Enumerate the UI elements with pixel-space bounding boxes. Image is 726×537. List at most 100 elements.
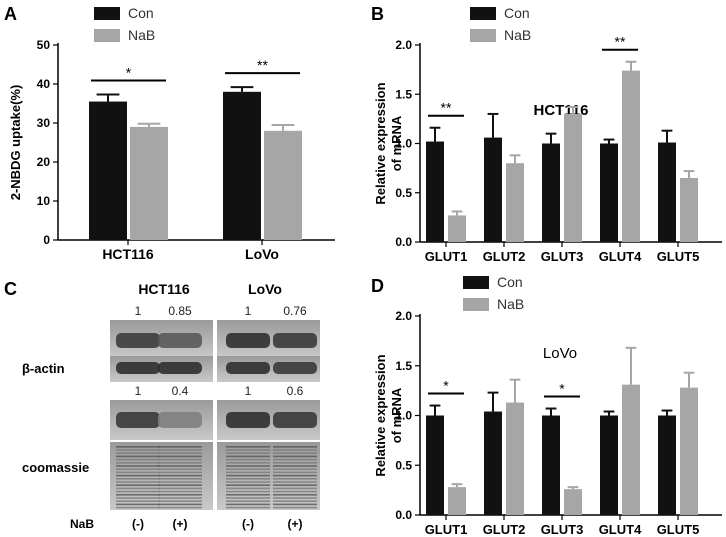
coomassie-band (116, 478, 160, 480)
lane-label: (-) (132, 517, 144, 531)
lane-label: (+) (288, 517, 303, 531)
y-axis-label-line: Relative expression (373, 82, 388, 204)
y-axis-label-line: of mRNA (389, 115, 404, 171)
x-tick-label: GLUT4 (599, 522, 642, 537)
blot-band (226, 362, 270, 374)
coomassie-band (116, 462, 160, 464)
significance-marker: * (126, 65, 132, 81)
coomassie-band (158, 471, 202, 474)
x-tick-label: GLUT5 (657, 522, 700, 537)
legend-label: NaB (504, 27, 531, 43)
blot-band (273, 333, 317, 348)
coomassie-band (273, 471, 317, 474)
lane-label: (-) (242, 517, 254, 531)
band-ratio-label: 1 (245, 384, 252, 398)
blot-band (273, 362, 317, 374)
blot-band (116, 362, 160, 374)
coomassie-band (116, 449, 160, 451)
coomassie-band (226, 455, 270, 458)
coomassie-band (158, 481, 202, 483)
legend-label: Con (497, 274, 523, 290)
bar (448, 215, 466, 242)
coomassie-band (158, 455, 202, 458)
x-tick-label: GLUT3 (541, 249, 584, 264)
coomassie-band (116, 500, 160, 502)
panel-letter: A (4, 4, 17, 24)
significance-marker: * (559, 381, 565, 397)
bar (506, 402, 524, 515)
y-axis-label-line: of mRNA (389, 387, 404, 443)
y-axis-label: Relative expressionof mRNA (373, 354, 404, 476)
bar (426, 415, 444, 515)
coomassie-band (226, 506, 270, 509)
coomassie-band (226, 462, 270, 464)
cell-line-label: HCT116 (138, 281, 190, 297)
blot-band (158, 412, 202, 428)
coomassie-band (116, 494, 160, 496)
coomassie-band (226, 449, 270, 451)
coomassie-band (273, 506, 317, 509)
legend-swatch (94, 29, 120, 42)
panel-b: B 0.0 0.5 1.0 1.5 2.0 Relative expressionof mR… (371, 4, 722, 264)
coomassie-band (226, 474, 270, 477)
bar (658, 142, 676, 242)
bar (448, 487, 466, 515)
significance-marker: ** (615, 34, 626, 50)
legend-swatch (470, 29, 496, 42)
beta-actin-label: β-actin (22, 361, 65, 376)
coomassie-band (273, 449, 317, 451)
blot-band (226, 333, 270, 348)
y-tick-label: 1.0 (395, 137, 412, 151)
significance-marker: ** (257, 57, 268, 73)
panel-d: D 0.0 0.5 1.0 1.5 2.0 Relative expressionof mR… (371, 274, 722, 537)
coomassie-band (226, 484, 270, 486)
x-tick-label: GLUT1 (425, 522, 468, 537)
bar (484, 137, 502, 242)
coomassie-band (158, 484, 202, 486)
band-ratio-label: 0.85 (168, 304, 192, 318)
blot-band (226, 412, 270, 428)
bar (564, 113, 582, 242)
blot-band (158, 362, 202, 374)
band-ratio-label: 1 (135, 384, 142, 398)
bar (542, 143, 560, 242)
x-tick-label: GLUT2 (483, 249, 526, 264)
coomassie-band (273, 494, 317, 496)
chart-title: LoVo (543, 345, 577, 362)
y-tick-label: 40 (37, 77, 51, 91)
bar (542, 415, 560, 515)
coomassie-band (158, 506, 202, 509)
bar (658, 415, 676, 515)
y-axis-label: Relative expressionof mRNA (373, 82, 404, 204)
coomassie-band (158, 494, 202, 496)
nab-treatment-label: NaB (70, 517, 94, 531)
y-tick-label: 1.0 (395, 409, 412, 423)
bar (622, 384, 640, 515)
panel-c: C HCT116 LoVo 1 0.85 1 0.76 1 0.4 1 0.6 β-actin coom… (4, 279, 320, 531)
bar (223, 91, 261, 240)
panel-letter: B (371, 4, 384, 24)
coomassie-band (226, 494, 270, 496)
bar (426, 141, 444, 242)
coomassie-band (116, 490, 160, 493)
bar (680, 177, 698, 242)
bar (564, 489, 582, 515)
y-tick-label: 0.0 (395, 508, 412, 522)
blot-band (273, 412, 317, 428)
coomassie-band (116, 468, 160, 470)
coomassie-band (226, 500, 270, 502)
coomassie-band (116, 484, 160, 486)
panel-letter: D (371, 276, 384, 296)
coomassie-band (158, 452, 202, 454)
coomassie-band (158, 487, 202, 490)
coomassie-band (116, 471, 160, 474)
bar (622, 70, 640, 242)
coomassie-band (273, 455, 317, 458)
x-tick-label: HCT116 (102, 246, 154, 262)
bar (130, 126, 168, 240)
y-axis-label-line: Relative expression (373, 354, 388, 476)
significance-marker: ** (441, 100, 452, 116)
coomassie-band (273, 500, 317, 502)
blot-band (158, 333, 202, 348)
